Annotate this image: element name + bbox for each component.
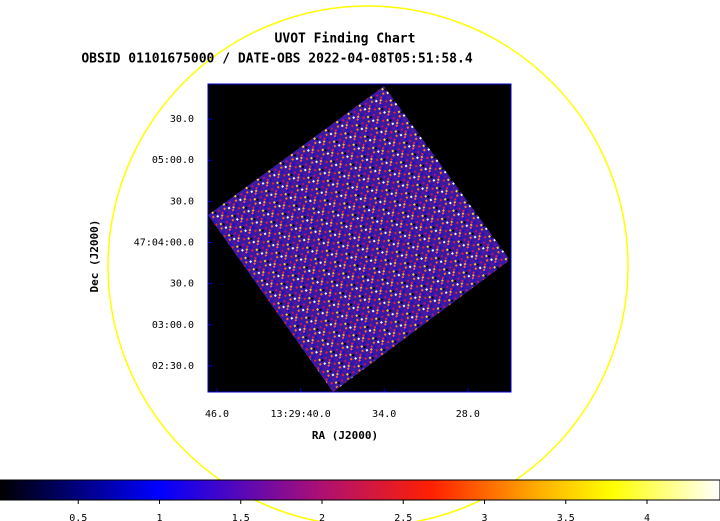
y-tick-label: 03:00.0	[152, 320, 194, 331]
x-tick-label: 13:29:40.0	[271, 409, 331, 420]
colorbar-tick-label: 3.5	[557, 513, 575, 521]
colorbar-tick-label: 3	[481, 513, 487, 521]
y-tick-label: 05:00.0	[152, 155, 194, 166]
y-tick-label: 47:04:00.0	[134, 238, 194, 249]
image-data	[208, 86, 510, 392]
colorbar-tick-label: 1.5	[232, 513, 250, 521]
y-tick-label: 02:30.0	[152, 361, 194, 372]
colorbar-tick-label: 1	[156, 513, 162, 521]
colorbar-tick-label: 0.5	[69, 513, 87, 521]
chart-title: UVOT Finding Chart	[275, 32, 416, 47]
x-axis-label: RA (J2000)	[312, 429, 378, 442]
y-tick-label: 30.0	[170, 196, 194, 207]
field-circle	[107, 5, 629, 521]
x-tick-label: 46.0	[205, 409, 229, 420]
y-axis-label: Dec (J2000)	[88, 220, 101, 293]
colorbar-tick-label: 2	[319, 513, 325, 521]
y-tick-label: 30.0	[170, 279, 194, 290]
chart-subtitle: OBSID 01101675000 / DATE-OBS 2022-04-08T…	[81, 52, 473, 67]
x-tick-label: 28.0	[456, 409, 480, 420]
colorbar-tick-label: 4	[644, 513, 650, 521]
colorbar-tick-label: 2.5	[394, 513, 412, 521]
colorbar	[0, 479, 720, 501]
y-tick-label: 30.0	[170, 114, 194, 125]
x-tick-label: 34.0	[372, 409, 396, 420]
